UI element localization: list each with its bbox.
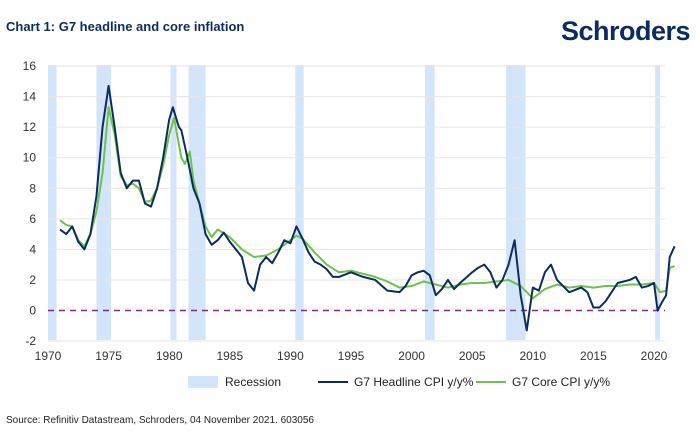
recession-band [188,65,206,340]
y-tick-label: 8 [29,181,36,195]
x-tick-label: 1990 [277,349,304,363]
legend-recession-swatch [188,376,218,388]
x-tick-label: 2010 [519,349,546,363]
x-tick-label: 2000 [398,349,425,363]
legend-recession-label: Recession [225,375,281,389]
y-tick-label: 16 [23,59,37,73]
x-tick-label: 1980 [156,349,183,363]
y-tick-label: 14 [23,90,37,104]
recession-band [424,65,435,340]
y-tick-label: 12 [23,120,37,134]
x-tick-label: 1995 [338,349,365,363]
headline-cpi-line [59,84,676,332]
chart-title: Chart 1: G7 headline and core inflation [6,19,245,34]
y-tick-label: -2 [25,334,36,348]
recession-band [506,65,526,340]
x-tick-label: 1970 [35,349,62,363]
x-tick-label: 2015 [580,349,607,363]
y-tick-label: 4 [29,242,36,256]
y-tick-label: 6 [29,212,36,226]
x-tick-label: 1985 [216,349,243,363]
y-tick-label: 0 [29,304,36,318]
recession-band [295,65,304,340]
legend-headline-label: G7 Headline CPI y/y% [354,375,474,389]
x-tick-label: 2020 [641,349,668,363]
legend-core-label: G7 Core CPI y/y% [512,375,610,389]
source-note: Source: Refinitiv Datastream, Schroders,… [6,415,314,426]
recession-band [48,65,57,340]
recession-band [655,65,661,340]
recession-band [170,65,177,340]
recession-band [96,65,112,340]
x-tick-label: 2005 [459,349,486,363]
y-tick-label: 2 [29,273,36,287]
core-cpi-line [59,106,675,300]
x-tick-label: 1975 [95,349,122,363]
y-tick-label: 10 [23,151,37,165]
schroders-logo: Schroders [560,16,691,46]
